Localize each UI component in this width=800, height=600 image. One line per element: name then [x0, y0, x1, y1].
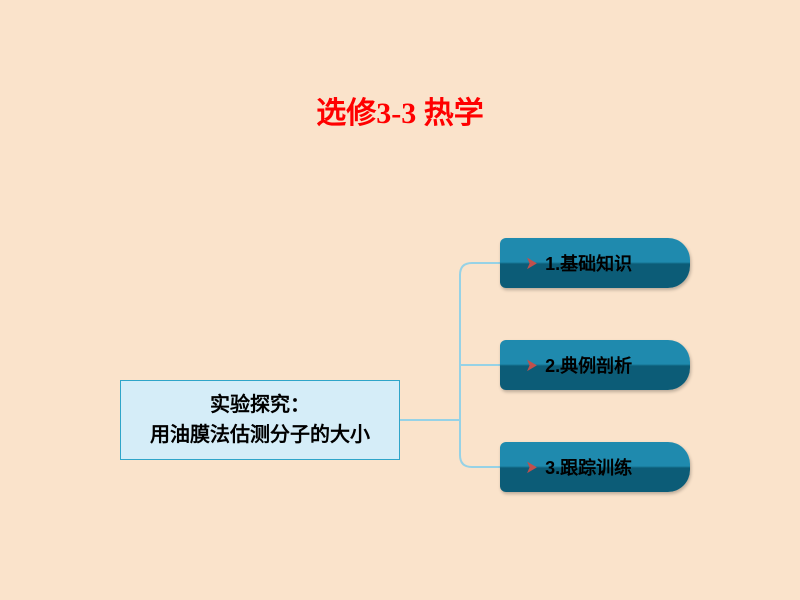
- source-box-line2: 用油膜法估测分子的大小: [150, 424, 370, 446]
- arrow-icon: ➤: [526, 355, 538, 376]
- arrow-icon: ➤: [526, 253, 538, 274]
- node-1[interactable]: ➤ 1.基础知识: [500, 238, 690, 288]
- arrow-icon: ➤: [526, 457, 538, 478]
- node-3[interactable]: ➤ 3.跟踪训练: [500, 442, 690, 492]
- page-title: 选修3-3 热学: [0, 88, 800, 132]
- node-label: 2.典例剖析: [545, 352, 632, 378]
- node-label: 3.跟踪训练: [545, 454, 632, 480]
- source-box-line1: 实验探究：: [210, 394, 310, 416]
- page-title-text: 选修3-3 热学: [316, 97, 484, 130]
- source-box: 实验探究： 用油膜法估测分子的大小: [120, 380, 400, 460]
- source-box-text: 实验探究： 用油膜法估测分子的大小: [150, 390, 370, 450]
- node-2[interactable]: ➤ 2.典例剖析: [500, 340, 690, 390]
- node-label: 1.基础知识: [545, 250, 632, 276]
